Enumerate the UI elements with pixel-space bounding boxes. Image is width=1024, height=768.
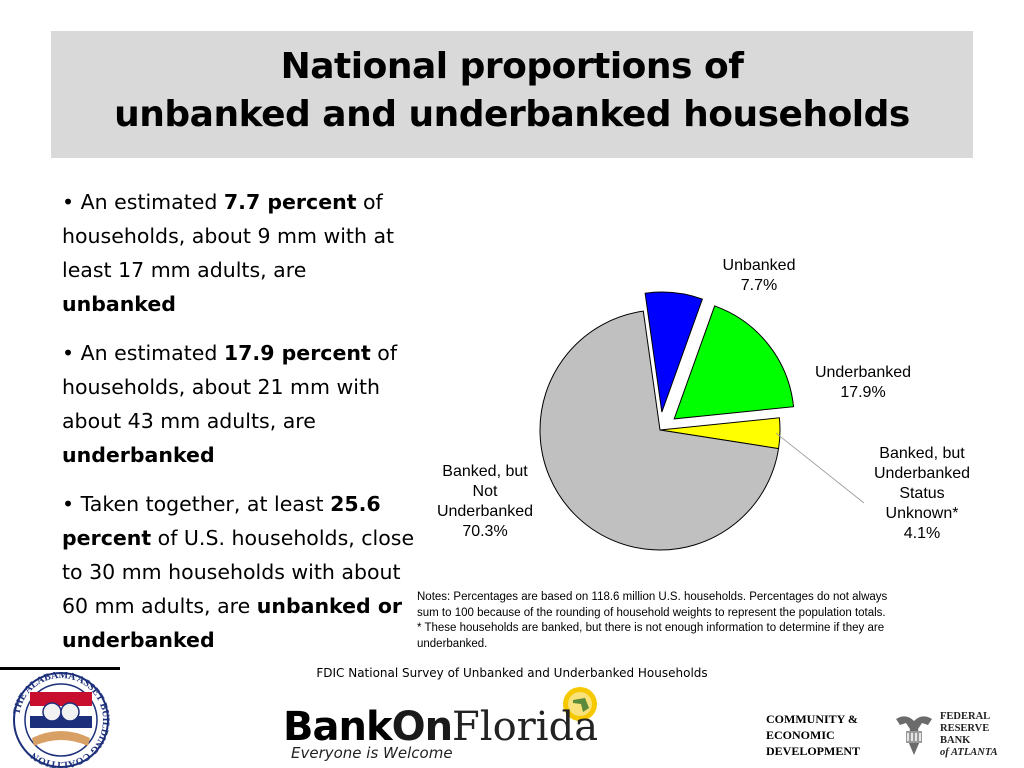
pie-label-line: 7.7% bbox=[741, 277, 777, 294]
bullet-text: Taken together, at least bbox=[80, 492, 331, 516]
notes-line: underbanked. bbox=[417, 637, 488, 650]
ced-line: ECONOMIC bbox=[766, 728, 835, 742]
pie-label-line: 17.9% bbox=[840, 384, 885, 401]
pie-label-line: Status bbox=[899, 485, 944, 502]
pie-label-line: Unknown* bbox=[886, 505, 959, 522]
alabama-asset-building-coalition-logo: THE ALABAMA ASSET BUILDING COALITION bbox=[11, 672, 111, 768]
bankonflorida-wordmark: BankOnFlorida bbox=[283, 704, 598, 750]
frb-line: BANK bbox=[940, 735, 971, 746]
chart-notes: Notes: Percentages are based on 118.6 mi… bbox=[417, 590, 977, 652]
pie-label: Banked, but Underbanked Status Unknown* 4.1% bbox=[874, 445, 970, 542]
pie-slice-banked-but bbox=[539, 310, 780, 551]
bullet-list: • An estimated 7.7 percent of households… bbox=[62, 185, 418, 672]
bullet-underbanked: • An estimated 17.9 percent of household… bbox=[62, 336, 418, 472]
pie-label-line: Banked, but bbox=[879, 445, 965, 462]
bullet-text: of households, about 21 mm with about 43… bbox=[62, 341, 398, 433]
pie-label-line: Not bbox=[473, 483, 498, 500]
bullet-emphasis: unbanked bbox=[62, 292, 176, 316]
pie-label-line: 70.3% bbox=[462, 523, 507, 540]
frb-line: FEDERAL bbox=[940, 711, 991, 722]
sun-icon bbox=[563, 687, 597, 721]
pie-label-line: Banked, but bbox=[442, 463, 528, 480]
bankonflorida-logo: BankOnFlorida Everyone is Welcome bbox=[283, 682, 683, 766]
page-title-line-2: unbanked and underbanked households bbox=[114, 94, 910, 135]
bullet-emphasis: 17.9 percent bbox=[223, 341, 371, 365]
pie-label: Underbanked 17.9% bbox=[815, 364, 911, 401]
wordmark-bank: Bank bbox=[283, 704, 393, 750]
bullet-marker: • bbox=[62, 190, 75, 214]
source-credit: FDIC National Survey of Unbanked and Und… bbox=[316, 666, 708, 680]
bankonflorida-tagline: Everyone is Welcome bbox=[291, 744, 453, 762]
pie-label-line: 4.1% bbox=[904, 525, 940, 542]
frb-line: RESERVE bbox=[940, 723, 990, 734]
pie-label-line: Unbanked bbox=[723, 257, 796, 274]
pie-leader-line bbox=[775, 432, 865, 504]
bullet-emphasis: underbanked bbox=[62, 443, 215, 467]
bullet-combined: • Taken together, at least 25.6 percent … bbox=[62, 487, 418, 657]
community-economic-development-label: COMMUNITY & ECONOMIC DEVELOPMENT bbox=[766, 711, 860, 759]
ced-line: COMMUNITY & bbox=[766, 712, 858, 726]
ced-line: DEVELOPMENT bbox=[766, 744, 861, 758]
pie-label-line: Underbanked bbox=[815, 364, 911, 381]
pie-chart: Unbanked 7.7% Underbanked 17.9% Banked, but U… bbox=[437, 257, 970, 551]
wordmark-florida: Florida bbox=[452, 704, 599, 750]
federal-reserve-bank-atlanta-label: FEDERAL RESERVE BANK of ATLANTA bbox=[940, 711, 998, 759]
bullet-emphasis: 25.6 percent bbox=[62, 492, 381, 550]
footer-rule bbox=[0, 667, 120, 670]
wordmark-on: On bbox=[391, 704, 453, 750]
notes-line: Notes: Percentages are based on 118.6 mi… bbox=[417, 591, 888, 603]
title-band: National proportions of unbanked and und… bbox=[51, 31, 973, 158]
eagle-icon bbox=[896, 716, 932, 755]
bullet-text: An estimated bbox=[80, 341, 224, 365]
bullet-emphasis: 7.7 percent bbox=[223, 190, 357, 214]
pie-slice-unbanked bbox=[644, 291, 703, 413]
pie-label-line: Underbanked bbox=[874, 465, 970, 482]
pie-slice-underbanked bbox=[673, 305, 795, 420]
page-title: National proportions of unbanked and und… bbox=[51, 31, 973, 139]
bullet-text: of U.S. households, close to 30 mm house… bbox=[62, 526, 415, 618]
bullet-text: An estimated bbox=[80, 190, 224, 214]
bullet-text: of households, about 9 mm with at least … bbox=[62, 190, 395, 282]
bullet-unbanked: • An estimated 7.7 percent of households… bbox=[62, 185, 418, 321]
notes-line: * These households are banked, but there… bbox=[417, 622, 885, 634]
bullet-emphasis: unbanked or underbanked bbox=[62, 594, 403, 652]
notes-line: sum to 100 because of the rounding of ho… bbox=[417, 606, 886, 619]
page-title-line-1: National proportions of bbox=[280, 46, 744, 87]
bullet-marker: • bbox=[62, 341, 75, 365]
pie-label: Banked, but Not Underbanked 70.3% bbox=[437, 463, 533, 540]
bullet-marker: • bbox=[62, 492, 75, 516]
pie-label-line: Underbanked bbox=[437, 503, 533, 520]
pie-label: Unbanked 7.7% bbox=[723, 257, 796, 294]
frb-line: of ATLANTA bbox=[940, 747, 998, 758]
